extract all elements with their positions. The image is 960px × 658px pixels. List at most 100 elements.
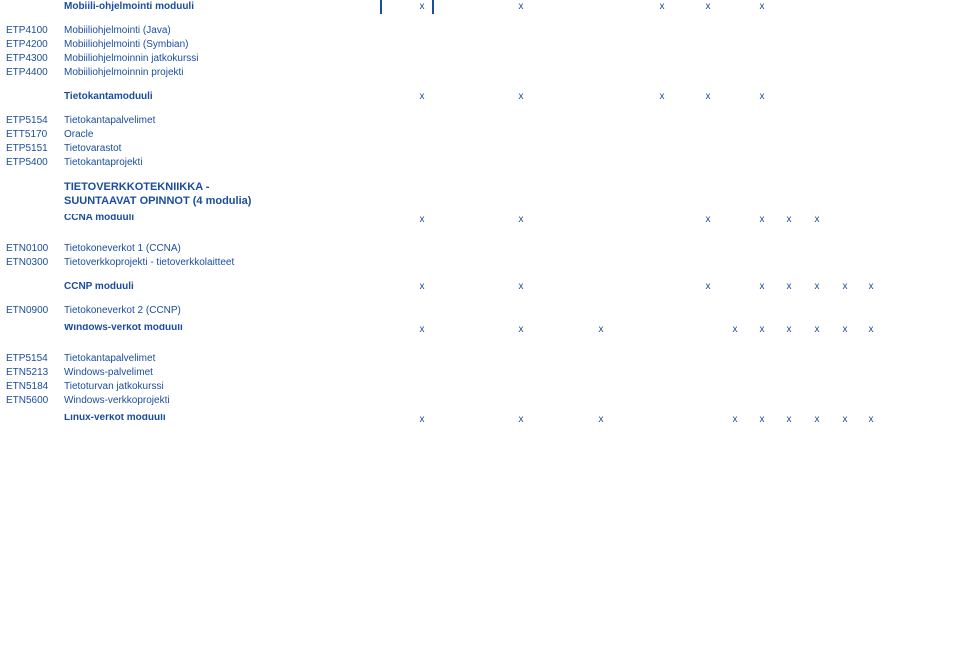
- mark-cell-c1: x: [374, 214, 470, 226]
- course-label: Tietokoneverkot 1 (CCNA): [64, 242, 374, 256]
- mark-cell-c4: x: [630, 90, 694, 104]
- course-label: Tietokoneverkot 2 (CCNP): [64, 304, 374, 318]
- course-label: Tietovarastot: [64, 142, 374, 156]
- mark-cell-c11: x: [858, 324, 884, 336]
- mark-cell-c1: x: [374, 280, 470, 294]
- course-label: Linux-verkot moduuli: [64, 414, 374, 425]
- mark-cell-c12: [884, 214, 908, 226]
- mark-cells: xxxxxxxxx: [374, 414, 908, 426]
- mark-cell-c7: x: [748, 280, 776, 294]
- course-code: ETP4100: [0, 24, 64, 38]
- course-row: ETN0300Tietoverkkoprojekti - tietoverkko…: [0, 256, 960, 270]
- course-code: ETN5600: [0, 394, 64, 408]
- mark-cells: xxxxxxxx: [374, 280, 908, 294]
- mark-cell-c5: x: [694, 280, 722, 294]
- module-header-row: Linux-verkot moduulixxxxxxxxx: [0, 414, 960, 426]
- section-title-row: SUUNTAAVAT OPINNOT (4 modulia): [0, 194, 960, 208]
- spacer: [0, 270, 960, 280]
- course-code: ETT5170: [0, 128, 64, 142]
- mark-cell-c7: x: [748, 414, 776, 426]
- column-divider-1: [380, 0, 382, 14]
- mark-cells: xxxxxxxxx: [374, 324, 908, 336]
- course-code: ETP4400: [0, 66, 64, 80]
- mark-cell-c2: x: [470, 90, 572, 104]
- course-label: CCNA moduuli: [64, 214, 374, 225]
- column-divider-2: [432, 0, 434, 14]
- mark-cell-c11: [858, 0, 884, 14]
- course-label: Tietoverkkoprojekti - tietoverkkolaittee…: [64, 256, 374, 270]
- mark-cell-c7: x: [748, 90, 776, 104]
- mark-cell-c6: [722, 280, 748, 294]
- mark-cell-c10: x: [832, 414, 858, 426]
- mark-cell-c12: [884, 414, 908, 426]
- course-label: CCNP moduuli: [64, 280, 374, 294]
- spacer: [0, 294, 960, 304]
- mark-cell-c4: [630, 414, 694, 426]
- mark-cell-c2: x: [470, 280, 572, 294]
- mark-cell-c6: [722, 0, 748, 14]
- mark-cell-c6: [722, 90, 748, 104]
- course-code: ETP4300: [0, 52, 64, 66]
- mark-cell-c9: [802, 90, 832, 104]
- course-label: Mobiiliohjelmointi (Symbian): [64, 38, 374, 52]
- course-row: ETT5170Oracle: [0, 128, 960, 142]
- course-label: Windows-palvelimet: [64, 366, 374, 380]
- course-code: ETN0900: [0, 304, 64, 318]
- mark-cell-c4: [630, 280, 694, 294]
- mark-cell-c9: x: [802, 214, 832, 226]
- course-row: ETN0900Tietokoneverkot 2 (CCNP): [0, 304, 960, 318]
- course-label: Tietokantaprojekti: [64, 156, 374, 170]
- course-row: ETP5154Tietokantapalvelimet: [0, 114, 960, 128]
- mark-cell-c11: x: [858, 414, 884, 426]
- mark-cell-c6: x: [722, 414, 748, 426]
- mark-cell-c4: x: [630, 0, 694, 14]
- mark-cell-c12: [884, 280, 908, 294]
- spacer: [0, 170, 960, 180]
- mark-cells: xxxxx: [374, 90, 908, 104]
- mark-cell-c8: [776, 0, 802, 14]
- course-code: ETP5151: [0, 142, 64, 156]
- course-code: ETP5400: [0, 156, 64, 170]
- mark-cell-c11: x: [858, 280, 884, 294]
- mark-cell-c2: x: [470, 324, 572, 336]
- spacer: [0, 80, 960, 90]
- mark-cell-c2: x: [470, 414, 572, 426]
- mark-cell-c8: [776, 90, 802, 104]
- course-code: ETP4200: [0, 38, 64, 52]
- mark-cell-c5: [694, 414, 722, 426]
- course-row: ETP4200Mobiiliohjelmointi (Symbian): [0, 38, 960, 52]
- module-header-row: CCNP moduulixxxxxxxx: [0, 280, 960, 294]
- mark-cell-c11: [858, 90, 884, 104]
- course-row: ETN5213Windows-palvelimet: [0, 366, 960, 380]
- course-row: ETP4300Mobiiliohjelmoinnin jatkokurssi: [0, 52, 960, 66]
- mark-cell-c10: x: [832, 280, 858, 294]
- course-row: ETP4100Mobiiliohjelmointi (Java): [0, 24, 960, 38]
- mark-cell-c9: x: [802, 280, 832, 294]
- course-row: ETP5154Tietokantapalvelimet: [0, 352, 960, 366]
- spacer: [0, 336, 960, 346]
- mark-cell-c3: [572, 90, 630, 104]
- mark-cell-c1: x: [374, 324, 470, 336]
- module-header-row: Tietokantamoduulixxxxx: [0, 90, 960, 104]
- mark-cell-c2: x: [470, 214, 572, 226]
- mark-cell-c2: x: [470, 0, 572, 14]
- course-label: Mobiiliohjelmoinnin jatkokurssi: [64, 52, 374, 66]
- mark-cell-c5: x: [694, 214, 722, 226]
- mark-cell-c8: x: [776, 280, 802, 294]
- course-label: Tietokantamoduuli: [64, 90, 374, 104]
- mark-cell-c10: x: [832, 324, 858, 336]
- module-header-row: Windows-verkot moduulixxxxxxxxx: [0, 324, 960, 336]
- mark-cell-c7: x: [748, 214, 776, 226]
- course-row: ETN5184Tietoturvan jatkokurssi: [0, 380, 960, 394]
- mark-cell-c5: [694, 324, 722, 336]
- mark-cell-c10: [832, 90, 858, 104]
- mark-cell-c3: x: [572, 324, 630, 336]
- course-label: Windows-verkkoprojekti: [64, 394, 374, 408]
- mark-cell-c5: x: [694, 0, 722, 14]
- course-code: ETN0300: [0, 256, 64, 270]
- mark-cell-c5: x: [694, 90, 722, 104]
- course-row: ETP5400Tietokantaprojekti: [0, 156, 960, 170]
- course-code: ETP5154: [0, 114, 64, 128]
- mark-cell-c12: [884, 90, 908, 104]
- course-label: Mobiiliohjelmointi (Java): [64, 24, 374, 38]
